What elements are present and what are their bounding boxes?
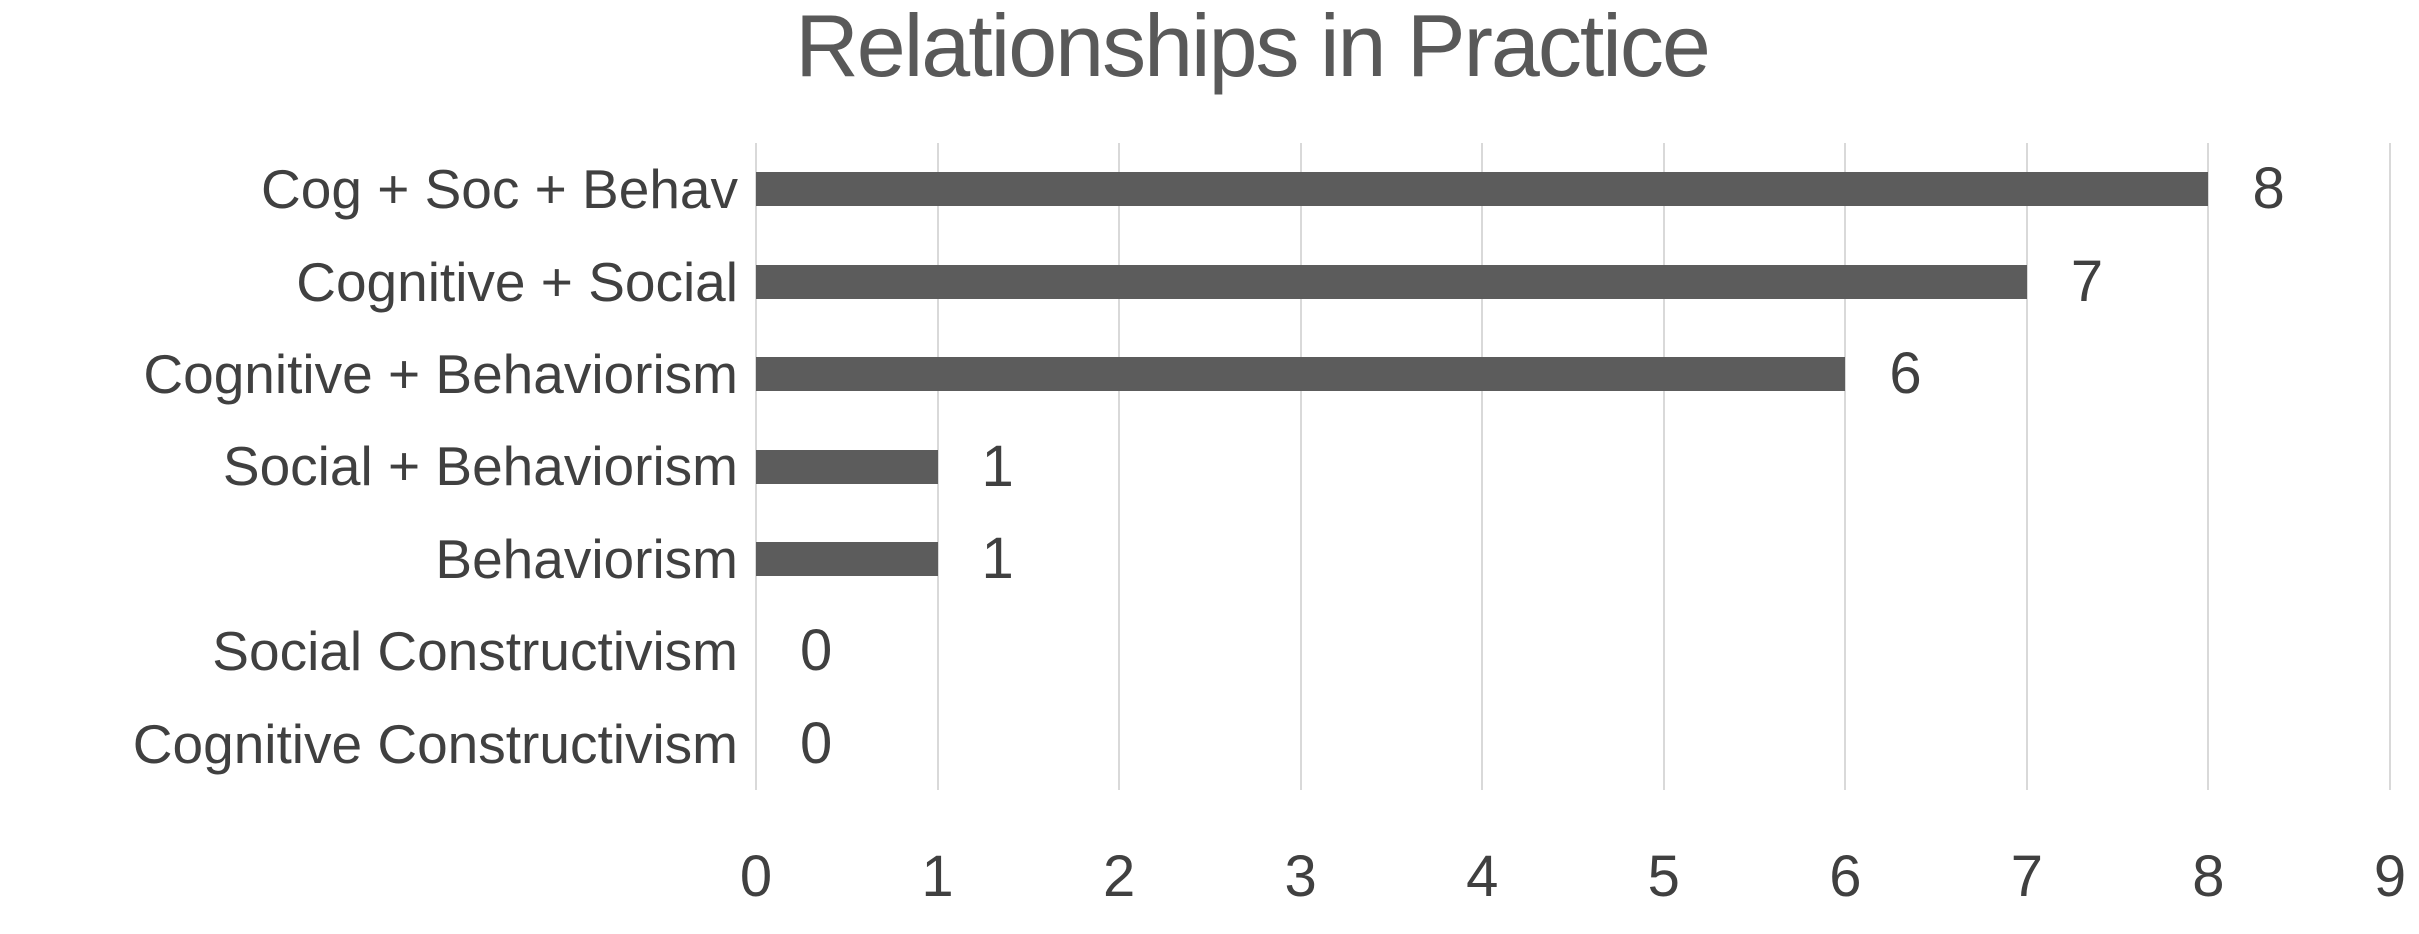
bar	[756, 357, 1846, 392]
category-label: Social Constructivism	[212, 620, 738, 683]
data-label: 1	[981, 525, 1014, 591]
x-tick-label: 8	[2192, 844, 2225, 909]
x-tick-label: 1	[921, 844, 954, 909]
category-label: Cog + Soc + Behav	[261, 158, 738, 221]
data-label: 8	[2252, 156, 2285, 222]
gridline	[2025, 143, 2028, 790]
gridline	[936, 143, 939, 790]
data-label: 7	[2070, 248, 2104, 314]
data-label: 0	[800, 710, 833, 776]
bar	[756, 449, 938, 484]
x-tick-label: 6	[1829, 844, 1862, 909]
x-tick-label: 3	[1284, 844, 1317, 909]
plot-area: 8 7 6 1 1 0 0	[755, 143, 2391, 790]
x-tick-label: 0	[739, 844, 773, 909]
gridline	[1662, 143, 1665, 790]
category-label: Behaviorism	[435, 527, 738, 590]
category-axis: Cog + Soc + Behav Cognitive + Social Cogni…	[0, 143, 740, 790]
category-label: Cognitive + Social	[296, 250, 738, 313]
bar	[756, 172, 2209, 207]
bar	[756, 541, 938, 576]
chart-title: Relationships in Practice	[795, 0, 1711, 95]
data-label: 6	[1889, 341, 1922, 407]
category-label: Cognitive + Behaviorism	[143, 343, 738, 406]
x-tick-label: 4	[1466, 844, 1499, 909]
gridline	[1481, 143, 1484, 790]
gridline	[1844, 143, 1847, 790]
x-tick-label: 2	[1102, 844, 1136, 909]
x-tick-label: 9	[2373, 844, 2407, 909]
category-label: Social + Behaviorism	[222, 435, 738, 498]
data-label: 1	[981, 433, 1014, 499]
category-label: Cognitive Constructivism	[132, 712, 738, 775]
gridline	[1299, 143, 1302, 790]
x-axis: 0 1 2 3 4 5 6 7 8 9	[740, 844, 2406, 918]
x-tick-label: 5	[1647, 844, 1680, 909]
bar	[756, 264, 2027, 299]
data-label: 0	[800, 618, 833, 684]
gridline	[2207, 143, 2210, 790]
gridline	[2389, 143, 2391, 790]
x-tick-label: 7	[2010, 844, 2044, 909]
gridline	[1118, 143, 1121, 790]
